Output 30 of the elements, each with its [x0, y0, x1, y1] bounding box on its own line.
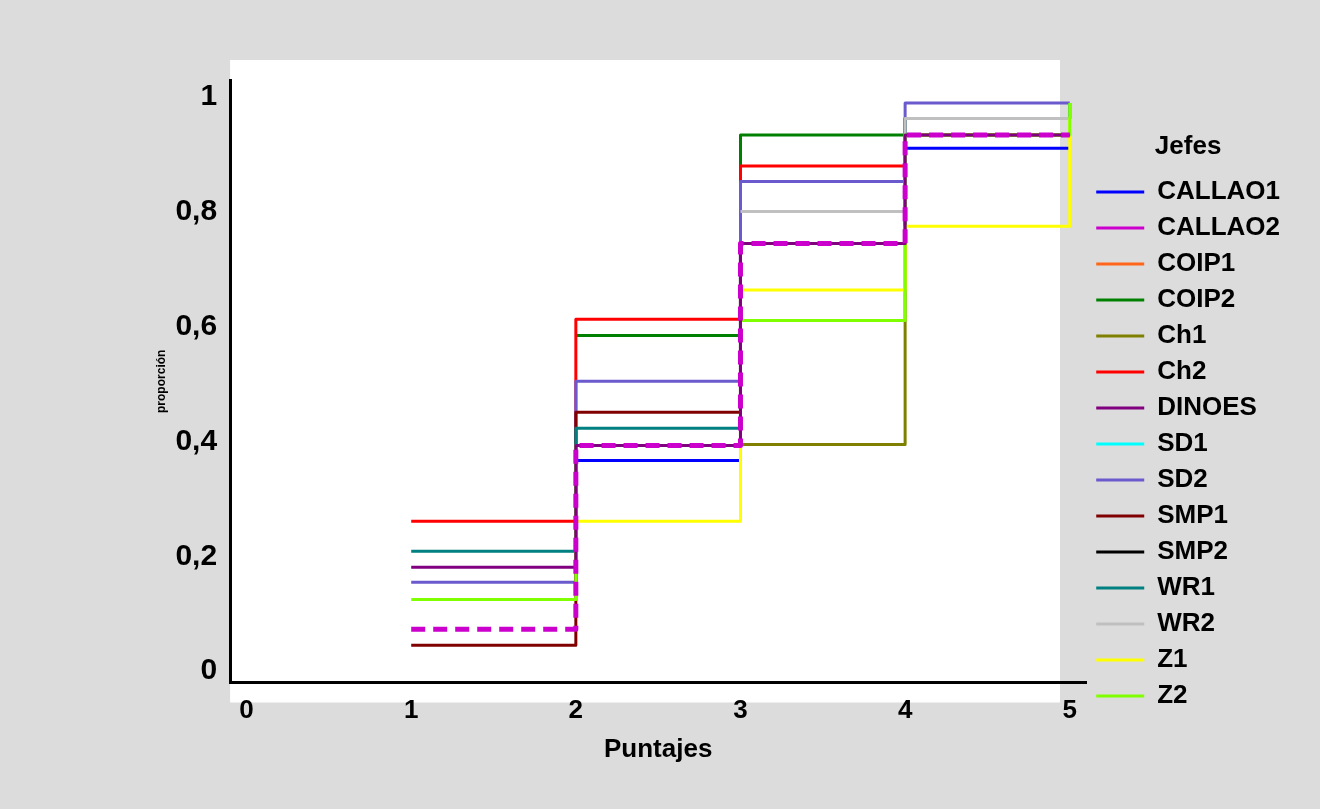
legend-label: CALLAO2: [1157, 211, 1280, 242]
x-tick-label: 0: [239, 694, 254, 725]
legend-label: Ch2: [1157, 355, 1207, 386]
legend-label: SD2: [1157, 463, 1208, 494]
x-tick-label: 4: [897, 694, 913, 725]
legend-label: COIP1: [1157, 247, 1236, 278]
legend-label: SD1: [1157, 427, 1208, 458]
y-tick-label: 1: [200, 78, 218, 112]
y-tick-label: 0,2: [175, 537, 218, 571]
y-tick-label: 0: [200, 652, 218, 686]
legend-label: CALLAO1: [1157, 175, 1280, 206]
legend-label: Z1: [1157, 643, 1188, 674]
legend-label: WR1: [1157, 571, 1215, 602]
legend-label: COIP2: [1157, 283, 1236, 314]
y-axis-title: proporción: [153, 349, 168, 413]
x-tick-label: 3: [733, 694, 748, 725]
x-axis-title: Puntajes: [603, 732, 713, 763]
x-tick-label: 2: [568, 694, 584, 725]
legend-label: Ch1: [1157, 319, 1207, 350]
legend-title: Jefes: [1154, 130, 1222, 161]
legend-label: WR2: [1157, 607, 1215, 638]
y-tick-label: 0,4: [175, 422, 218, 456]
x-tick-label: 1: [403, 694, 419, 725]
legend-label: DINOES: [1157, 391, 1257, 422]
legend-label: SMP2: [1157, 535, 1229, 566]
legend-label: Z2: [1157, 679, 1188, 710]
x-tick-label: 5: [1062, 694, 1077, 725]
legend-label: SMP1: [1157, 499, 1229, 530]
y-tick-label: 0,6: [175, 308, 218, 342]
y-tick-label: 0,8: [175, 193, 218, 227]
